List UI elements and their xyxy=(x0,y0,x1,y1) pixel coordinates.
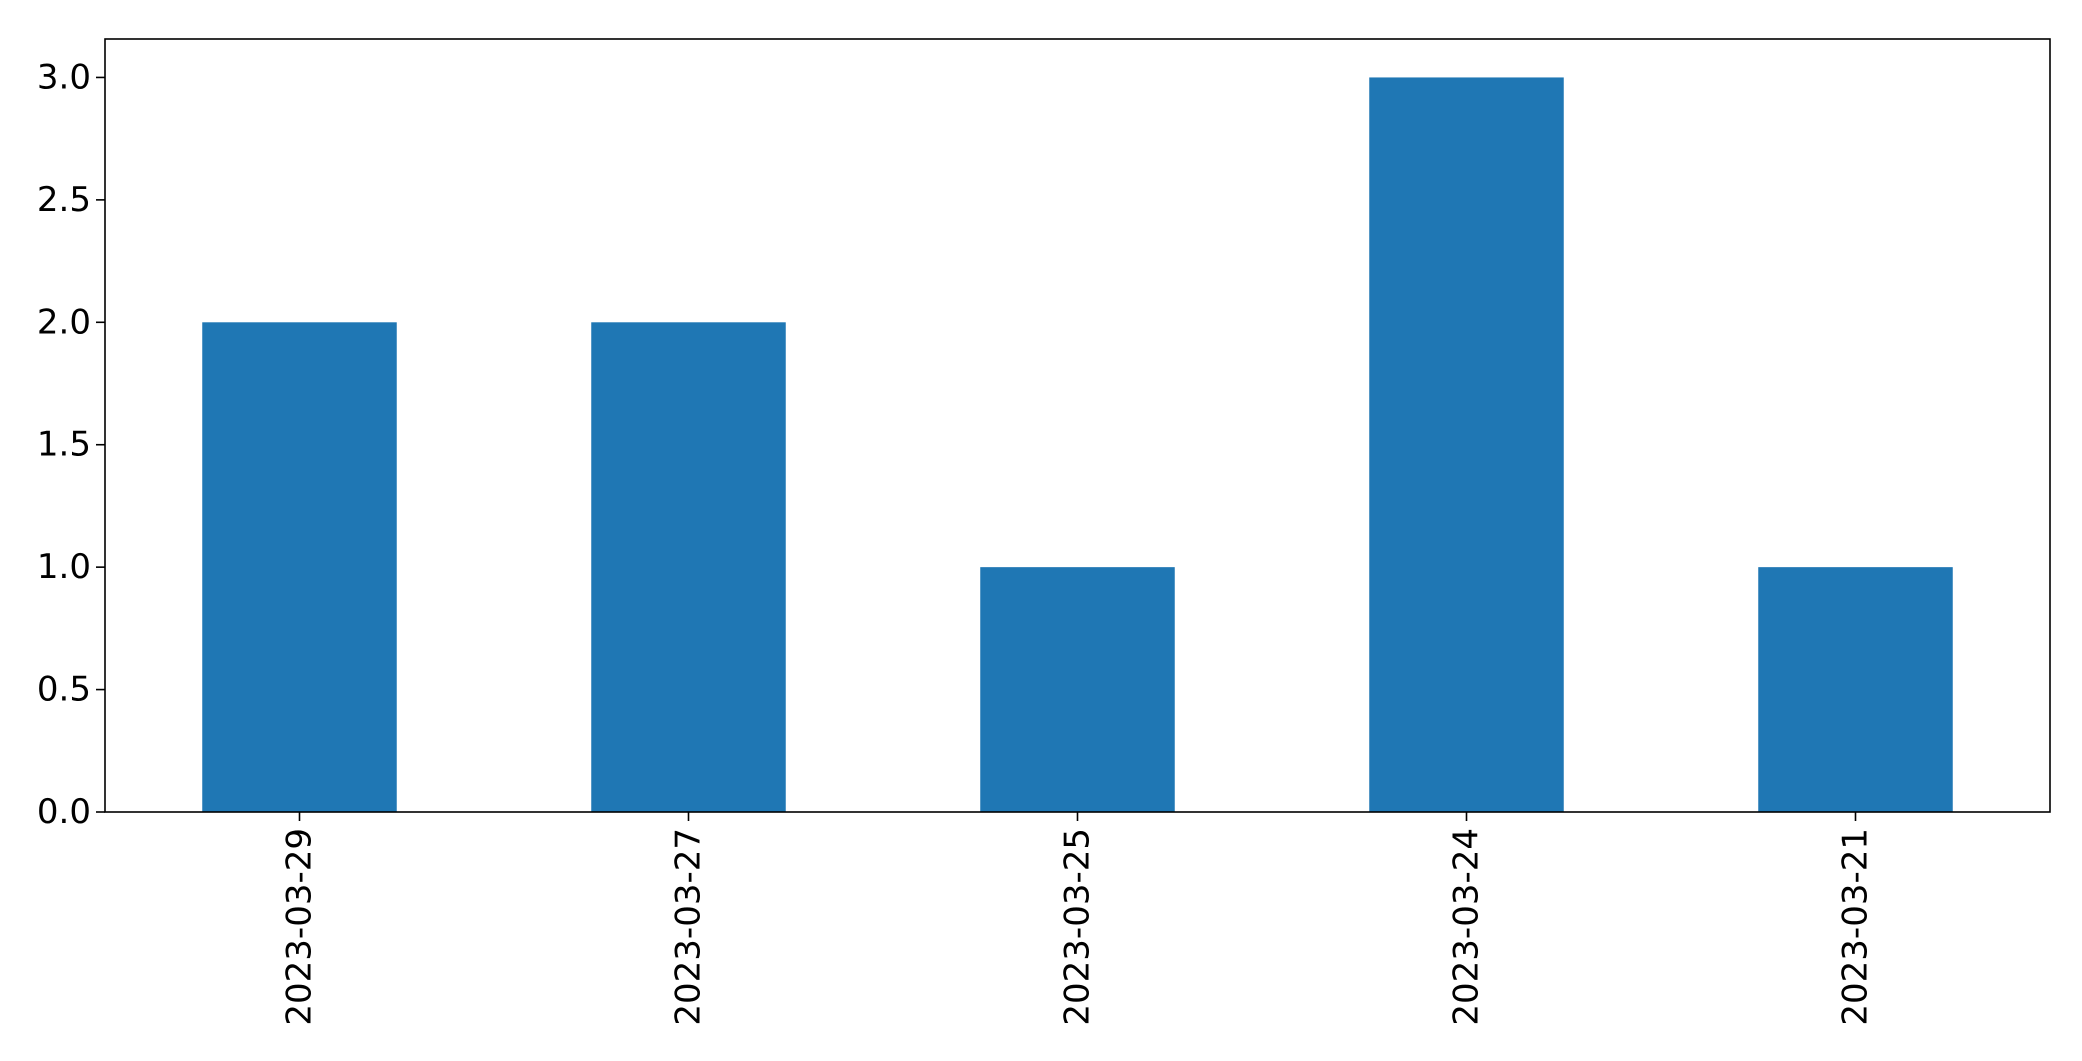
y-tick-label: 2.0 xyxy=(37,302,91,342)
y-tick-label: 1.0 xyxy=(37,547,91,587)
x-tick-label: 2023-03-27 xyxy=(669,828,709,1026)
plot-area-frame xyxy=(104,38,2051,813)
y-tick-label: 0.5 xyxy=(37,670,91,710)
y-tick-label: 0.0 xyxy=(37,792,91,832)
bar-2023-03-21 xyxy=(1758,567,1953,812)
y-tick-label: 2.5 xyxy=(37,180,91,220)
y-tick-label: 1.5 xyxy=(37,425,91,465)
y-axis: 0.0 0.5 1.0 1.5 2.0 2.5 3.0 xyxy=(37,57,105,832)
x-tick-label: 2023-03-24 xyxy=(1447,828,1487,1026)
x-tick-label: 2023-03-29 xyxy=(280,828,320,1026)
y-tick-label: 3.0 xyxy=(37,57,91,97)
x-tick-label: 2023-03-25 xyxy=(1058,828,1098,1026)
x-tick-label: 2023-03-21 xyxy=(1836,828,1876,1026)
x-axis: 2023-03-29 2023-03-27 2023-03-25 2023-03-24… xyxy=(280,812,1876,1026)
bar-2023-03-27 xyxy=(591,322,786,812)
bar-2023-03-25 xyxy=(980,567,1175,812)
bar-2023-03-29 xyxy=(202,322,397,812)
bars-layer xyxy=(202,77,1953,812)
bar-2023-03-24 xyxy=(1369,77,1564,812)
